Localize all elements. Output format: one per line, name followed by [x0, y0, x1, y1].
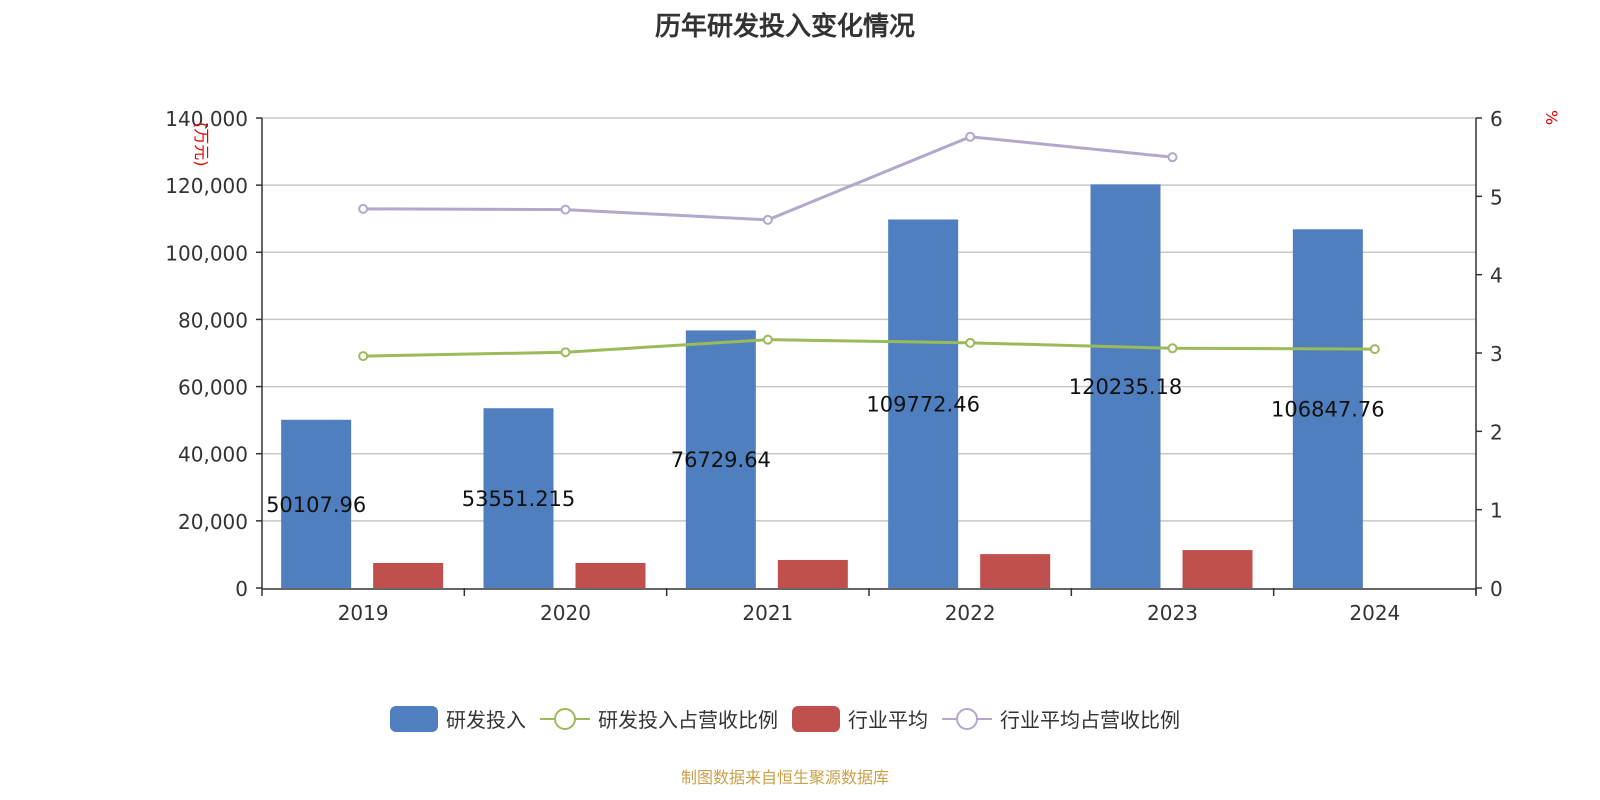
line-point: [965, 131, 976, 142]
x-tick-label: 2019: [338, 601, 389, 625]
y-right-axis-label: %: [1542, 110, 1561, 125]
line-rd-ratio: [363, 338, 1375, 358]
x-tick-label: 2022: [945, 601, 996, 625]
bar-data-label: 120235.18: [1069, 375, 1183, 399]
bar-rd: [888, 219, 959, 589]
line-industry-ratio: [363, 135, 1173, 222]
legend-swatch-line: [540, 707, 590, 730]
legend-label: 行业平均: [848, 708, 928, 732]
line-point: [762, 214, 773, 225]
legend-swatch-bar: [390, 705, 438, 732]
x-tick-label: 2023: [1147, 601, 1198, 625]
y-right-tick-label: 1: [1490, 499, 1503, 523]
bar-industry: [1182, 550, 1253, 588]
bar-rd: [685, 330, 756, 588]
bar-rd: [1090, 184, 1161, 588]
line-point: [560, 204, 571, 215]
y-left-axis-label: (万元): [192, 122, 211, 167]
y-right-tick-label: 2: [1490, 420, 1503, 444]
legend-item-rd[interactable]: 研发投入: [390, 704, 526, 733]
legend-item-industry[interactable]: 行业平均: [792, 704, 928, 733]
bar-rd: [483, 408, 554, 588]
legend-swatch-line: [942, 707, 992, 730]
bar-data-label: 50107.96: [266, 493, 366, 517]
legend-label: 研发投入占营收比例: [598, 708, 778, 732]
line-point: [1167, 343, 1178, 354]
legend-item-rd-ratio[interactable]: 研发投入占营收比例: [540, 704, 778, 733]
line-point: [1369, 344, 1380, 355]
chart-title: 历年研发投入变化情况: [654, 12, 915, 42]
y-right-tick-label: 6: [1490, 107, 1503, 131]
bar-industry: [777, 559, 848, 588]
bar-data-label: 76729.64: [671, 448, 771, 472]
y-left-tick-label: 20,000: [178, 510, 248, 534]
line-point: [358, 351, 369, 362]
y-left-tick-label: 60,000: [178, 376, 248, 400]
bar-rd: [1292, 229, 1363, 588]
legend-swatch-bar: [792, 705, 840, 732]
y-right-tick-label: 5: [1490, 185, 1503, 209]
x-tick-label: 2021: [742, 601, 793, 625]
line-point: [965, 337, 976, 348]
y-left-tick-label: 40,000: [178, 443, 248, 467]
y-left-tick-label: 80,000: [178, 308, 248, 332]
y-left-tick-label: 0: [235, 577, 248, 601]
bar-rd: [281, 419, 352, 588]
bar-industry: [980, 554, 1051, 588]
bar-industry: [575, 562, 646, 588]
source-note: 制图数据来自恒生聚源数据库: [680, 768, 889, 787]
line-point: [762, 334, 773, 345]
bar-data-label: 53551.215: [462, 487, 576, 511]
legend-item-industry-ratio[interactable]: 行业平均占营收比例: [942, 704, 1180, 733]
x-tick-label: 2020: [540, 601, 591, 625]
y-left-tick-label: 120,000: [165, 174, 248, 198]
line-point: [358, 203, 369, 214]
line-point: [1167, 152, 1178, 163]
legend-label: 行业平均占营收比例: [1000, 708, 1180, 732]
legend-label: 研发投入: [446, 708, 526, 732]
chart-plot: 0 20,000 40,000 60,000 80,000 100,000 120,000 1…: [165, 107, 1561, 625]
y-left-tick-label: 140,000: [165, 107, 248, 131]
bar-industry: [373, 562, 444, 588]
line-point: [560, 347, 571, 358]
y-right-tick-label: 4: [1490, 264, 1503, 288]
y-left-tick-label: 100,000: [165, 241, 248, 265]
x-tick-label: 2024: [1349, 601, 1400, 625]
y-right-tick-label: 0: [1490, 577, 1503, 601]
bar-data-label: 106847.76: [1271, 398, 1385, 422]
legend: 研发投入 研发投入占营收比例 行业平均 行业平均占营收比例: [0, 704, 1570, 733]
bar-data-label: 109772.46: [866, 393, 980, 417]
y-right-tick-label: 3: [1490, 342, 1503, 366]
